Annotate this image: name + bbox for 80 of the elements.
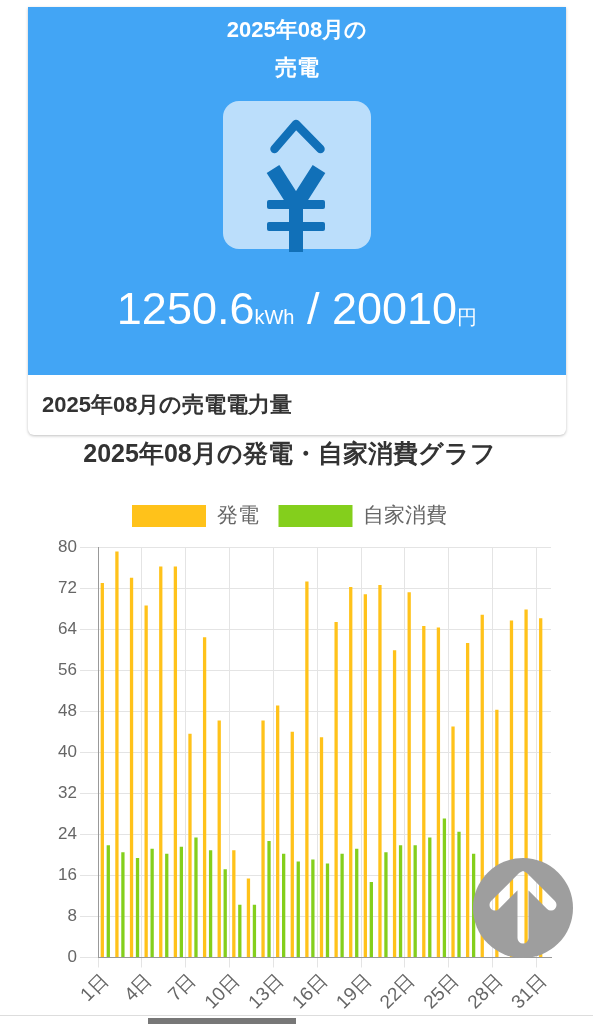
bar	[252, 904, 257, 957]
bar	[369, 882, 373, 957]
bar	[311, 859, 315, 957]
bar	[223, 869, 227, 957]
text: 1250.6kWh / 20010円	[116, 283, 478, 334]
x-tick-label: 10日	[200, 969, 244, 1013]
bar	[325, 863, 330, 957]
chart-title: 2025年08月の発電・自家消費グラフ	[83, 438, 496, 467]
bar	[465, 642, 470, 957]
bar	[422, 626, 426, 957]
y-tick-label: 56	[58, 659, 77, 679]
bar	[217, 720, 221, 957]
bar	[202, 637, 207, 957]
y-tick-label: 16	[58, 865, 77, 885]
bar	[290, 731, 294, 957]
bar	[355, 848, 359, 957]
x-tick-label: 28日	[463, 969, 507, 1013]
bar	[413, 845, 417, 957]
bar	[384, 852, 388, 957]
y-tick-label: 40	[58, 741, 77, 761]
bar	[238, 904, 242, 957]
bar	[232, 850, 236, 957]
bar	[334, 621, 338, 957]
bar	[296, 861, 300, 957]
x-tick-label: 16日	[287, 969, 332, 1013]
y-tick-label: 48	[58, 700, 77, 720]
y-tick-label: 8	[67, 906, 77, 926]
x-tick-label: 7日	[163, 969, 200, 1005]
y-tick-label: 0	[67, 947, 77, 967]
text: 売電	[274, 54, 320, 82]
bar	[442, 818, 447, 957]
bar	[135, 857, 140, 957]
bar	[378, 584, 382, 957]
legend-label: 自家消費	[363, 502, 447, 526]
y-tick-label: 32	[58, 782, 77, 802]
y-tick-label: 80	[58, 536, 77, 556]
bar	[159, 566, 163, 957]
x-tick-label: 25日	[419, 969, 463, 1013]
bar	[428, 837, 432, 957]
x-tick-label: 13日	[243, 969, 288, 1013]
bar	[188, 733, 192, 957]
bar	[179, 846, 184, 957]
bar	[392, 650, 397, 957]
bar	[349, 587, 353, 957]
text: 2025年08月の	[225, 16, 369, 44]
bar	[165, 853, 169, 957]
bar	[246, 878, 251, 957]
bar	[276, 705, 280, 957]
bar	[121, 852, 125, 957]
bar	[129, 577, 134, 957]
bar	[106, 845, 110, 957]
bar	[282, 853, 286, 957]
bar	[144, 605, 148, 957]
x-tick-label: 19日	[331, 969, 375, 1013]
bar	[173, 566, 178, 957]
x-tick-label: 31日	[506, 969, 551, 1013]
bar	[194, 837, 198, 957]
bar	[267, 841, 271, 957]
y-tick-label: 72	[58, 577, 77, 597]
bar	[100, 582, 104, 957]
bar	[319, 737, 324, 957]
y-tick-label: 24	[58, 824, 77, 844]
bar	[363, 594, 367, 957]
bar	[451, 726, 455, 957]
bar	[261, 720, 265, 957]
x-tick-label: 1日	[76, 969, 112, 1005]
bar	[407, 592, 411, 957]
x-tick-label: 22日	[375, 969, 419, 1013]
text: 2025年08月の売電電力量	[42, 391, 293, 419]
bar	[115, 551, 119, 957]
y-tick-label: 64	[58, 618, 77, 638]
bar	[398, 845, 403, 957]
legend-label: 発電	[216, 502, 259, 526]
bar	[208, 850, 213, 957]
bar	[340, 853, 344, 957]
x-tick-label: 4日	[119, 969, 156, 1005]
bar	[305, 581, 309, 957]
bar	[457, 831, 461, 957]
bar	[436, 627, 441, 957]
bar	[150, 848, 154, 957]
